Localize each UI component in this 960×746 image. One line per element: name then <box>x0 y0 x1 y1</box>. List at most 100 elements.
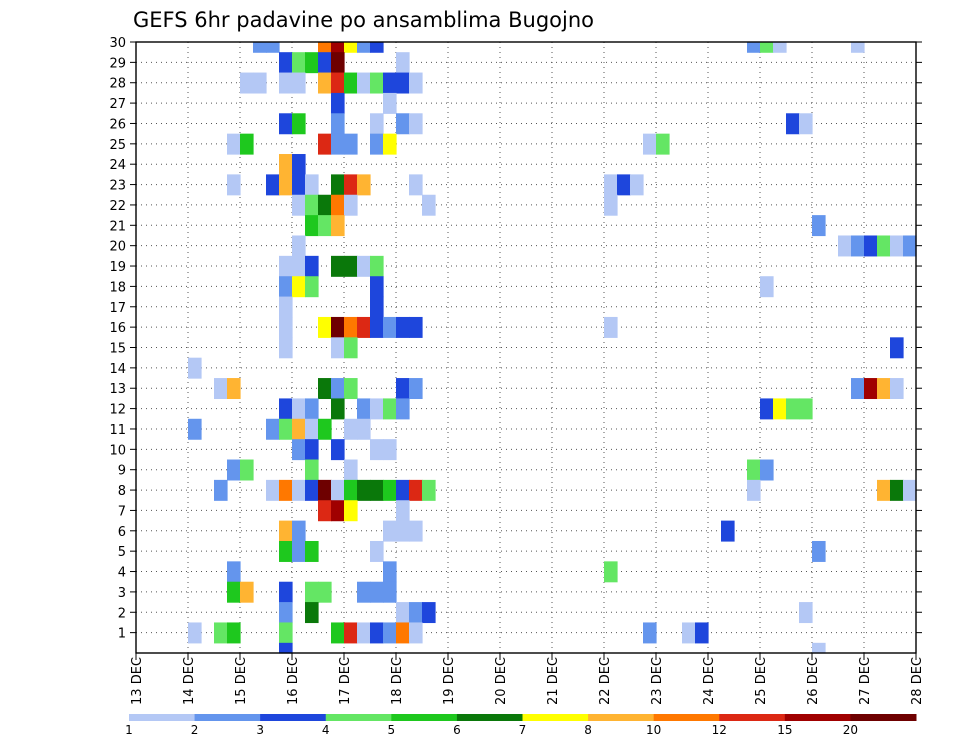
heatmap-cell <box>838 235 852 257</box>
heatmap-cell <box>344 72 358 94</box>
heatmap-cell <box>357 581 371 603</box>
heatmap-cell <box>318 215 332 237</box>
heatmap-cell <box>864 235 878 257</box>
heatmap-cell <box>370 255 384 277</box>
x-tick-label: 16 DEC <box>286 657 301 705</box>
heatmap-cell <box>396 500 410 522</box>
heatmap-cell <box>318 72 332 94</box>
colorbar-swatch <box>260 714 327 721</box>
heatmap-cell <box>331 439 345 461</box>
heatmap-cell <box>370 133 384 155</box>
heatmap-cell <box>292 174 306 196</box>
heatmap-cell <box>279 642 293 654</box>
colorbar-label: 15 <box>777 723 792 737</box>
heatmap-cell <box>383 133 397 155</box>
heatmap-cell <box>292 418 306 440</box>
heatmap-cell <box>266 479 280 501</box>
heatmap-cell <box>344 337 358 359</box>
colorbar-swatch <box>784 714 851 721</box>
heatmap-cell <box>279 276 293 298</box>
heatmap-cell <box>422 194 436 216</box>
heatmap-cell <box>357 479 371 501</box>
heatmap-cell <box>617 174 631 196</box>
heatmap-cell <box>903 235 917 257</box>
heatmap-cell <box>305 194 319 216</box>
chart-title: GEFS 6hr padavine po ansamblima Bugojno <box>133 8 594 32</box>
y-tick-label: 5 <box>118 545 126 560</box>
heatmap-cell <box>409 479 423 501</box>
heatmap-cell <box>214 622 228 644</box>
y-tick-label: 4 <box>118 566 126 581</box>
y-tick-label: 23 <box>109 179 126 194</box>
heatmap-cell <box>344 459 358 481</box>
heatmap-cell <box>396 72 410 94</box>
heatmap-cell <box>760 42 774 53</box>
heatmap-cell <box>851 42 865 53</box>
colorbar-label: 1 <box>125 723 133 737</box>
heatmap-cell <box>279 316 293 338</box>
heatmap-cell <box>279 479 293 501</box>
heatmap-cell <box>266 42 280 53</box>
heatmap-cell <box>890 378 904 400</box>
heatmap-cell <box>305 52 319 74</box>
heatmap-cell <box>331 52 345 74</box>
heatmap-cell <box>344 42 358 53</box>
heatmap-cell <box>279 154 293 175</box>
heatmap-cell <box>682 622 696 644</box>
colorbar-legend: 1 2 3 4 5 6 7 8 10 12 15 20 <box>125 714 917 737</box>
heatmap-cell <box>344 133 358 155</box>
heatmap-cell <box>292 398 306 420</box>
heatmap-cell <box>344 378 358 400</box>
heatmap-cell <box>227 459 241 481</box>
heatmap-cell <box>331 42 345 53</box>
heatmap-cell <box>292 276 306 298</box>
heatmap-cell <box>318 42 332 53</box>
heatmap-cell <box>318 418 332 440</box>
heatmap-cell <box>773 42 787 53</box>
x-tick-label: 28 DEC <box>910 657 925 705</box>
heatmap-cell <box>214 378 228 400</box>
heatmap-cell <box>240 133 254 155</box>
heatmap-cell <box>812 642 826 654</box>
heatmap-cell <box>331 500 345 522</box>
heatmap-cell <box>747 42 761 53</box>
heatmap-cell <box>370 42 384 53</box>
heatmap-cell <box>331 194 345 216</box>
heatmap-cell <box>747 459 761 481</box>
heatmap-cell <box>279 581 293 603</box>
heatmap-cell <box>292 113 306 135</box>
x-tick-label: 19 DEC <box>442 657 457 705</box>
heatmap-cell <box>409 520 423 542</box>
colorbar-label: 4 <box>322 723 330 737</box>
heatmap-cell <box>331 92 345 114</box>
heatmap-cell <box>305 459 319 481</box>
heatmap-cell <box>383 316 397 338</box>
heatmap-cell <box>760 398 774 420</box>
heatmap-cell <box>877 235 891 257</box>
heatmap-cell <box>292 52 306 74</box>
heatmap-cell <box>890 235 904 257</box>
y-tick-label: 10 <box>109 443 126 458</box>
heatmap-cell <box>786 113 800 135</box>
heatmap-cell <box>318 581 332 603</box>
heatmap-cell <box>292 72 306 94</box>
heatmap-cell <box>305 602 319 624</box>
heatmap-cell <box>786 398 800 420</box>
y-tick-label: 16 <box>109 321 126 336</box>
heatmap-cell <box>279 602 293 624</box>
heatmap-cell <box>370 72 384 94</box>
heatmap-cell <box>279 398 293 420</box>
heatmap-cell <box>292 194 306 216</box>
heatmap-cell <box>799 398 813 420</box>
heatmap-cell <box>357 42 371 53</box>
heatmap-cell <box>266 174 280 196</box>
heatmap-cell <box>318 316 332 338</box>
heatmap-cell <box>396 622 410 644</box>
heatmap-cell <box>721 520 735 542</box>
heatmap-cell <box>370 316 384 338</box>
x-tick-label: 27 DEC <box>858 657 873 705</box>
heatmap-cell <box>279 255 293 277</box>
heatmap-cell <box>305 398 319 420</box>
heatmap-cell <box>383 520 397 542</box>
heatmap-cell <box>344 500 358 522</box>
